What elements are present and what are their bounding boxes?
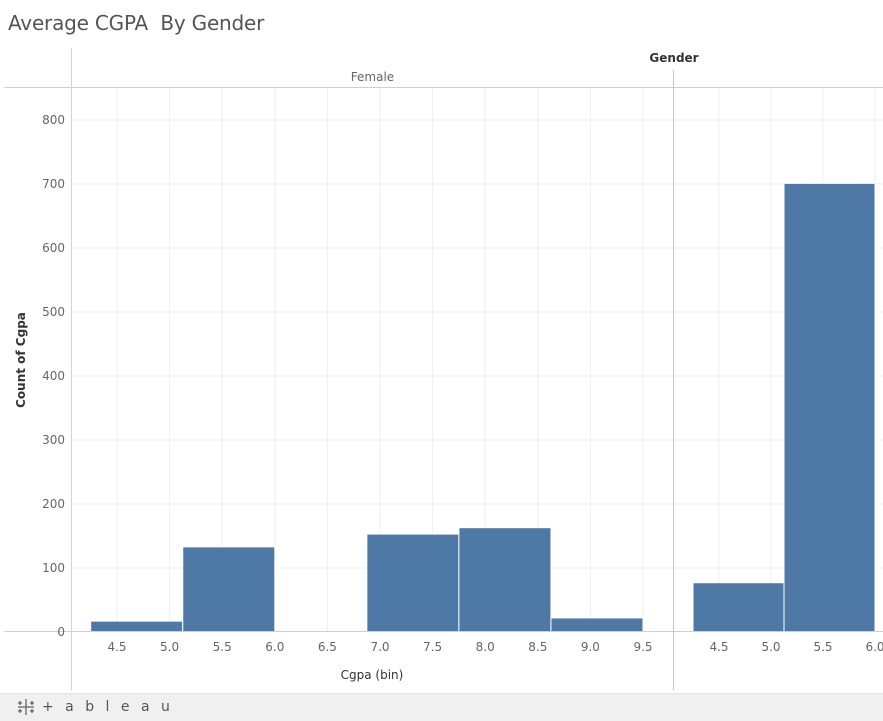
y-tick-label: 0 — [57, 625, 65, 639]
histogram-bar — [550, 617, 644, 633]
x-tick-label: 6.0 — [865, 640, 883, 654]
x-tick-label: 4.5 — [107, 640, 126, 654]
histogram-bar — [783, 182, 876, 633]
y-tick-label: 800 — [42, 113, 65, 127]
tableau-logo[interactable]: + a b l e a u — [16, 698, 173, 716]
histogram-bar — [366, 533, 460, 633]
x-axis-title: Cgpa (bin) — [341, 668, 404, 682]
histogram-bar — [458, 527, 552, 633]
x-tick-label: 5.5 — [813, 640, 832, 654]
x-tick-label: 5.0 — [160, 640, 179, 654]
x-tick-label: 6.5 — [318, 640, 337, 654]
y-tick-label: 400 — [42, 369, 65, 383]
tableau-plus-icon — [18, 699, 34, 715]
panel-header-label: Female — [351, 70, 394, 84]
x-tick-label: 5.5 — [213, 640, 232, 654]
column-header-title: Gender — [649, 51, 698, 65]
x-tick-label: 9.0 — [581, 640, 600, 654]
x-tick-label: 7.5 — [423, 640, 442, 654]
y-tick-label: 100 — [42, 561, 65, 575]
x-tick-label: 9.5 — [633, 640, 652, 654]
x-tick-label: 6.0 — [265, 640, 284, 654]
y-tick-label: 200 — [42, 497, 65, 511]
y-tick-label: 300 — [42, 433, 65, 447]
y-tick-label: 500 — [42, 305, 65, 319]
y-tick-label: 700 — [42, 177, 65, 191]
x-tick-label: 7.0 — [370, 640, 389, 654]
histogram-bar — [182, 546, 276, 633]
y-axis-title: Count of Cgpa — [14, 312, 28, 408]
x-tick-label: 8.0 — [476, 640, 495, 654]
x-tick-label: 8.5 — [528, 640, 547, 654]
footer-bar: + a b l e a u — [0, 693, 883, 721]
histogram-chart: 0 100 200 300 400 500 600 700 800 4.5 5.0 5.5 6.0 6.5… — [4, 48, 883, 690]
page-title: Average CGPA By Gender — [8, 11, 265, 35]
x-tick-label: 4.5 — [709, 640, 728, 654]
tableau-logo-text: + a b l e a u — [42, 699, 174, 715]
y-tick-label: 600 — [42, 241, 65, 255]
histogram-bar — [692, 582, 785, 633]
x-tick-label: 5.0 — [761, 640, 780, 654]
histogram-bar — [90, 620, 184, 633]
